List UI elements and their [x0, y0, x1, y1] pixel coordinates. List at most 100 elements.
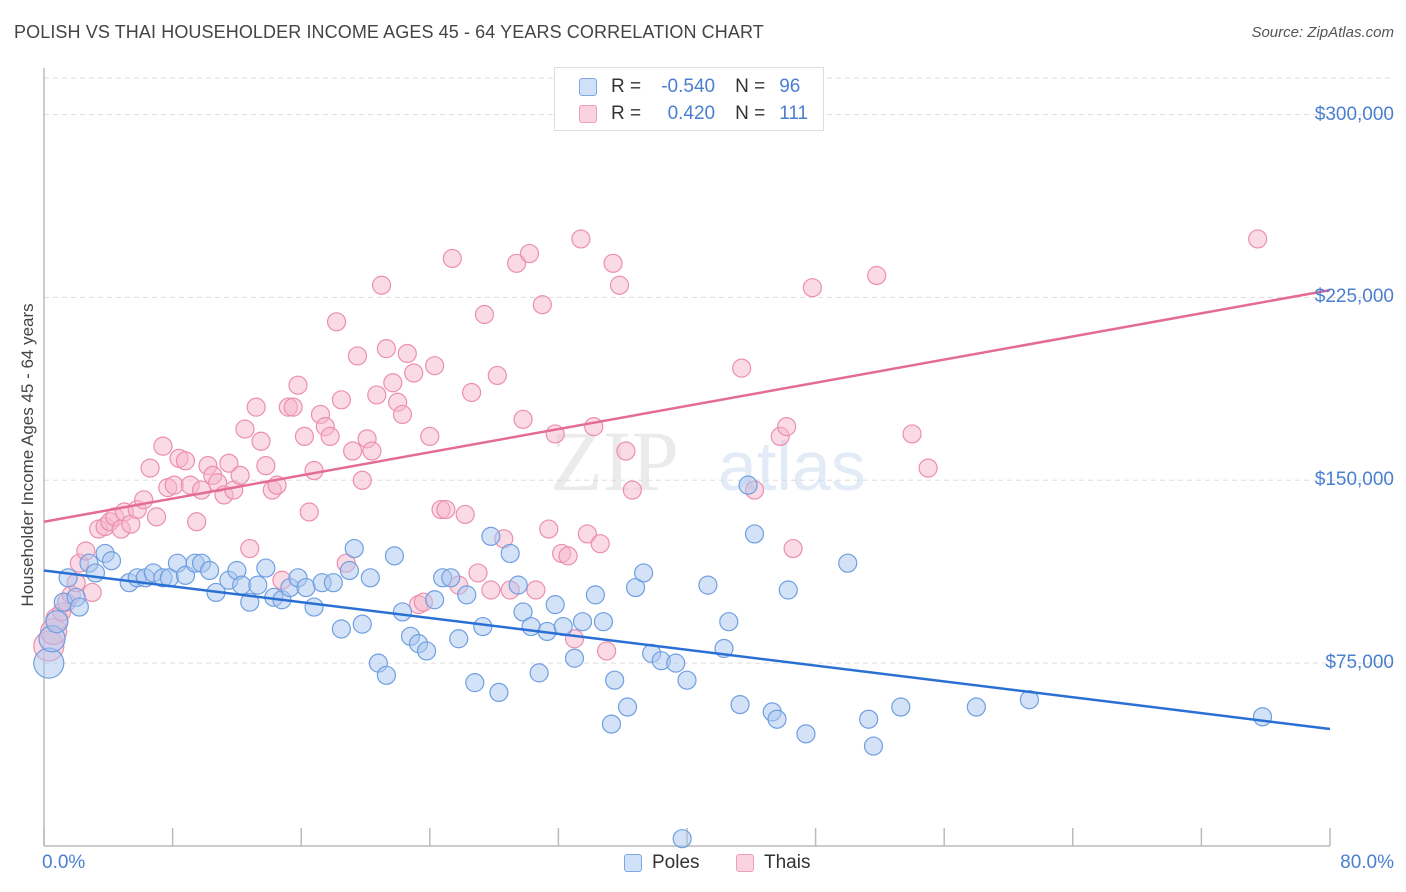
thais-point [304, 460, 324, 481]
thais-point [164, 475, 184, 495]
poles-point [593, 612, 614, 632]
poles-point [508, 575, 528, 595]
legend-row-poles: R = -0.540 N = 96 [579, 74, 800, 100]
thais-point [902, 424, 922, 444]
poles-point [529, 663, 549, 683]
thais-point [187, 512, 207, 532]
poles-point [376, 665, 396, 685]
thais-point [455, 504, 475, 525]
poles-point [767, 709, 787, 729]
thais-point [487, 365, 507, 386]
thais-point [867, 265, 887, 286]
poles-point [248, 575, 268, 595]
x-tick-label-min: 0.0% [42, 852, 86, 873]
poles-point [489, 682, 509, 703]
thais-point [783, 538, 803, 559]
poles-point [339, 560, 360, 581]
poles-point [698, 575, 718, 595]
legend-n-label: N = [735, 76, 766, 97]
poles-point [481, 526, 501, 546]
thais-point [404, 363, 424, 383]
poles-point [69, 597, 89, 617]
thais-point [240, 538, 260, 559]
poles-point [966, 697, 986, 717]
thais-point [526, 580, 546, 600]
thais-point [397, 343, 417, 364]
legend-n-value: 111 [779, 103, 809, 124]
chart-title: POLISH VS THAI HOUSEHOLDER INCOME AGES 4… [14, 22, 764, 42]
thais-point [371, 275, 392, 295]
thais-point [481, 580, 501, 600]
poles-point [633, 563, 654, 583]
legend-swatch-thais [579, 105, 597, 123]
thais-point [376, 339, 396, 359]
poles-point [449, 629, 469, 649]
thais-swatch [736, 854, 754, 872]
poles-point [585, 585, 605, 605]
thais-point [367, 385, 387, 405]
thais-point [140, 458, 160, 478]
bottom-legend-thais[interactable]: Thais [736, 852, 810, 874]
poles-point [352, 614, 372, 634]
poles-point [232, 575, 252, 595]
bottom-legend-poles[interactable]: Poles [624, 852, 700, 874]
poles-point [738, 475, 758, 495]
thais-point [918, 458, 938, 478]
thais-point [320, 426, 340, 446]
legend-r-label: R = [611, 76, 642, 97]
poles-point [256, 558, 276, 578]
thais-point [597, 641, 617, 661]
poles-swatch [624, 854, 642, 872]
thais-label: Thais [764, 852, 811, 873]
legend-swatch-poles [579, 78, 597, 96]
poles-point [666, 653, 686, 673]
poles-point [545, 595, 565, 615]
thais-point [616, 441, 636, 461]
poles-point [85, 563, 106, 583]
poles-point [457, 585, 477, 605]
thais-point [532, 295, 552, 315]
poles-point [384, 546, 405, 566]
poles-point [360, 568, 380, 588]
poles-point [425, 590, 445, 610]
poles-label: Poles [652, 852, 700, 873]
thais-point [352, 470, 372, 490]
poles-point [863, 736, 884, 756]
poles-point [304, 597, 324, 617]
thais-point [251, 431, 271, 451]
poles-trend-line [43, 569, 1331, 731]
thais-point [442, 248, 462, 269]
thais-trend-line [43, 288, 1331, 523]
thais-point [326, 312, 347, 332]
poles-point [416, 641, 437, 661]
poles-point [796, 724, 816, 744]
y-tick-label: $300,000 [1314, 103, 1394, 125]
thais-point [507, 253, 527, 273]
watermark: ZIP atlas [550, 413, 866, 509]
thais-point [246, 397, 266, 417]
poles-point [323, 573, 343, 593]
thais-point [153, 436, 173, 456]
thais-point [331, 390, 351, 410]
poles-point [392, 602, 413, 622]
poles-point [625, 577, 646, 598]
poles-point [564, 648, 585, 668]
poles-point [101, 551, 122, 571]
thais-point [294, 426, 315, 446]
thais-point [146, 507, 167, 527]
legend-r-value: 0.420 [667, 103, 716, 124]
thais-point [425, 356, 445, 376]
poles-point [744, 524, 765, 544]
poles-point [45, 610, 69, 634]
poles-point [296, 577, 316, 598]
poles-point [240, 592, 260, 612]
thais-point [392, 404, 413, 425]
watermark-zip: ZIP [550, 413, 679, 509]
thais-point [219, 453, 239, 473]
poles-point [572, 612, 593, 632]
trend-lines [43, 288, 1331, 731]
thais-point [513, 409, 533, 429]
thais-point [299, 502, 319, 522]
legend-r-value: -0.540 [661, 76, 716, 97]
thais-point [558, 546, 578, 566]
